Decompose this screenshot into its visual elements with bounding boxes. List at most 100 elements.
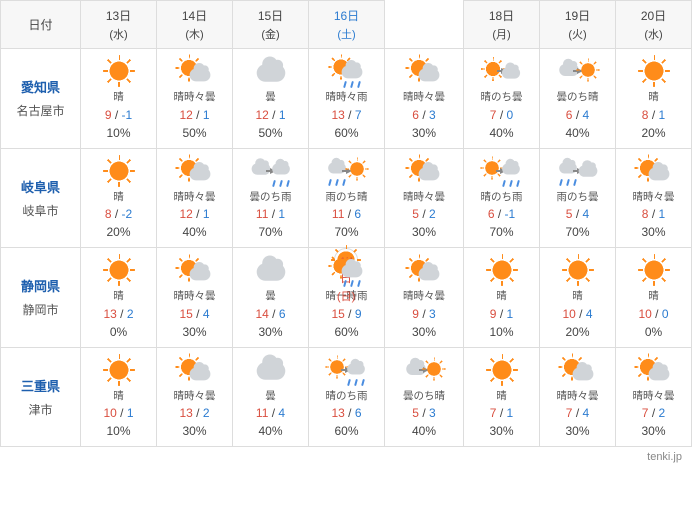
forecast-cell[interactable]: 晴10 / 420% [540,248,616,348]
temperatures: 14 / 6 [235,307,306,321]
weather-icon [174,254,216,286]
precipitation: 0% [618,325,689,339]
header-day-6: 19日(火) [540,1,616,49]
temperatures: 11 / 1 [235,207,306,221]
temperatures: 6 / 4 [542,108,613,122]
temp-low: 2 [429,207,436,221]
forecast-cell[interactable]: 晴時々曇13 / 230% [157,347,233,447]
day-weekday: (金) [235,26,306,42]
temp-low: 4 [203,307,210,321]
forecast-cell[interactable]: 晴8 / -220% [81,148,157,248]
temperatures: 9 / -1 [83,108,154,122]
temp-low: 1 [278,207,285,221]
precipitation: 30% [542,424,613,438]
prefecture-link[interactable]: 岐阜県 [5,177,76,196]
temp-high: 11 [256,406,268,420]
temperatures: 10 / 4 [542,307,613,321]
temperatures: 7 / 2 [618,406,689,420]
forecast-cell[interactable]: 曇12 / 150% [233,49,309,149]
forecast-cell[interactable]: 晴時々曇8 / 130% [616,148,692,248]
precipitation: 70% [466,225,537,239]
day-weekday: (火) [542,26,613,42]
location-cell[interactable]: 三重県津市 [1,347,81,447]
temperatures: 11 / 6 [311,207,382,221]
weather-icon [633,254,675,286]
day-number: 13日 [83,7,154,24]
location-cell[interactable]: 愛知県名古屋市 [1,49,81,149]
day-weekday: (月) [466,26,537,42]
forecast-cell[interactable]: 晴のち曇7 / 040% [464,49,540,149]
location-cell[interactable]: 岐阜県岐阜市 [1,148,81,248]
temperatures: 5 / 2 [387,207,461,221]
weather-icon [481,155,523,187]
forecast-cell[interactable]: 曇のち晴6 / 440% [540,49,616,149]
forecast-cell[interactable]: 曇のち晴5 / 340% [385,347,464,447]
forecast-cell[interactable]: 晴時々雨13 / 760% [309,49,385,149]
precipitation: 30% [387,325,461,339]
forecast-cell[interactable]: 晴時々曇9 / 330% [385,248,464,348]
weather-text: 晴時々曇 [387,290,461,303]
city-name: 静岡市 [5,301,76,318]
day-number: 15日 [235,7,306,24]
forecast-cell[interactable]: 晴9 / -110% [81,49,157,149]
forecast-row: 岐阜県岐阜市晴8 / -220%晴時々曇12 / 140%曇のち雨11 / 17… [1,148,692,248]
temp-high: 14 [255,307,268,321]
weather-text: 晴 [83,290,154,303]
weather-text: 晴時々曇 [618,191,689,204]
temp-low: 4 [583,207,590,221]
temperatures: 15 / 4 [159,307,230,321]
forecast-cell[interactable]: 晴時々曇5 / 230% [385,148,464,248]
forecast-cell[interactable]: 雨のち晴11 / 670% [309,148,385,248]
weather-icon [98,254,140,286]
weather-icon [403,354,445,386]
precipitation: 50% [235,126,306,140]
prefecture-link[interactable]: 静岡県 [5,276,76,295]
forecast-cell[interactable]: 曇のち雨11 / 170% [233,148,309,248]
temp-low: 6 [279,307,286,321]
weather-text: 晴 [83,91,154,104]
forecast-cell[interactable]: 晴9 / 110% [464,248,540,348]
forecast-cell[interactable]: 晴時々曇6 / 330% [385,49,464,149]
forecast-cell[interactable]: 晴時々曇12 / 140% [157,148,233,248]
forecast-cell[interactable]: 晴のち雨6 / -170% [464,148,540,248]
temp-high: 6 [412,108,419,122]
temp-low: 4 [278,406,285,420]
temp-low: 1 [203,108,210,122]
forecast-cell[interactable]: 晴8 / 120% [616,49,692,149]
forecast-cell[interactable]: 晴10 / 00% [616,248,692,348]
forecast-cell[interactable]: 晴13 / 20% [81,248,157,348]
forecast-cell[interactable]: 曇11 / 440% [233,347,309,447]
day-weekday: (日) [337,288,355,304]
temp-high: 5 [412,207,419,221]
forecast-cell[interactable]: 晴10 / 110% [81,347,157,447]
precipitation: 40% [159,225,230,239]
temperatures: 13 / 7 [311,108,382,122]
prefecture-link[interactable]: 三重県 [5,376,76,395]
temp-high: 13 [179,406,192,420]
weather-icon [174,155,216,187]
temperatures: 13 / 2 [159,406,230,420]
weather-icon [403,55,445,87]
weather-text: 晴時々曇 [159,91,230,104]
forecast-cell[interactable]: 晴時々曇15 / 430% [157,248,233,348]
precipitation: 30% [466,424,537,438]
precipitation: 40% [542,126,613,140]
precipitation: 30% [618,225,689,239]
forecast-cell[interactable]: 曇14 / 630% [233,248,309,348]
city-name: 名古屋市 [5,102,76,119]
precipitation: 20% [83,225,154,239]
forecast-cell[interactable]: 晴7 / 130% [464,347,540,447]
temp-low: 4 [583,108,590,122]
location-cell[interactable]: 静岡県静岡市 [1,248,81,348]
forecast-cell[interactable]: 晴時々曇12 / 150% [157,49,233,149]
temp-high: 12 [179,108,192,122]
temp-high: 9 [412,307,419,321]
forecast-cell[interactable]: 晴時々曇7 / 430% [540,347,616,447]
weather-icon [481,354,523,386]
prefecture-link[interactable]: 愛知県 [5,77,76,96]
forecast-cell[interactable]: 雨のち曇5 / 470% [540,148,616,248]
forecast-cell[interactable]: 晴のち雨13 / 660% [309,347,385,447]
temp-low: -1 [505,207,516,221]
precipitation: 10% [466,325,537,339]
forecast-cell[interactable]: 晴時々曇7 / 230% [616,347,692,447]
